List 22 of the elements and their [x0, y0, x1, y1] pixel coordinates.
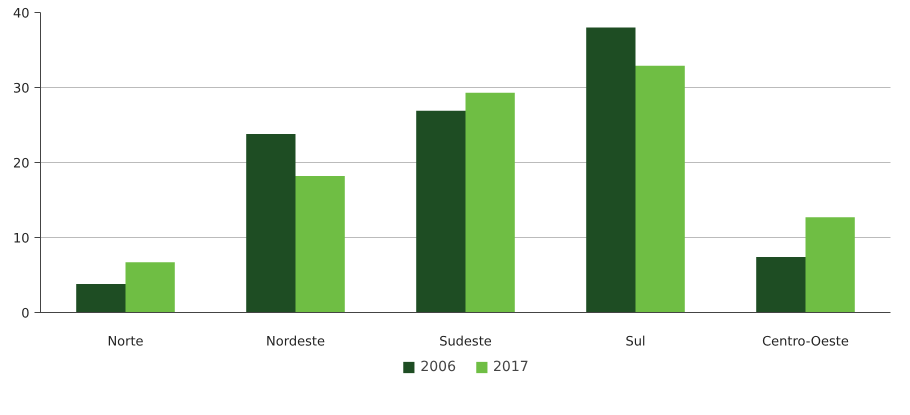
y-tick-label: 0 — [21, 306, 30, 322]
bar — [806, 217, 855, 312]
bar — [636, 66, 685, 312]
bar — [756, 257, 806, 312]
x-tick-label: Nordeste — [266, 334, 325, 350]
x-tick-label: Sul — [625, 334, 646, 350]
legend-label: 2006 — [420, 359, 456, 375]
bar — [246, 134, 296, 312]
legend-label: 2017 — [493, 359, 529, 375]
y-tick-label: 20 — [12, 156, 30, 172]
bar — [296, 176, 345, 312]
y-tick-label: 10 — [12, 232, 30, 246]
x-tick-label: Centro-Oeste — [762, 334, 849, 350]
bar — [466, 92, 515, 312]
y-tick-label: 30 — [12, 82, 30, 96]
y-tick-label: 40 — [12, 6, 30, 22]
x-tick-label: Norte — [107, 334, 144, 350]
x-tick-label: Sudeste — [439, 334, 492, 350]
bar — [76, 284, 126, 312]
bar — [126, 262, 175, 312]
bar — [586, 28, 636, 312]
bar — [416, 110, 466, 312]
